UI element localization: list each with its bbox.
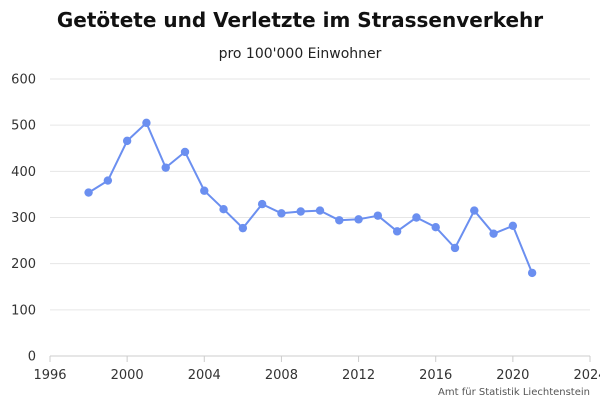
- series-layer: [84, 118, 537, 278]
- data-point-2016: [431, 222, 440, 232]
- data-point-2000: [122, 136, 132, 146]
- y-tick-label: 300: [11, 211, 36, 226]
- data-point-1999: [103, 176, 113, 185]
- data-point-2002: [161, 163, 170, 172]
- x-tick-label: 2020: [496, 368, 529, 383]
- data-point-2011: [335, 216, 344, 225]
- x-tick-label: 2000: [111, 368, 144, 383]
- data-point-2012: [354, 215, 363, 224]
- data-point-2013: [373, 211, 383, 220]
- data-point-2017: [450, 243, 460, 253]
- data-point-2004: [200, 186, 209, 195]
- x-axis-ticks: 1996 2000 2004 2008 2012 2016 2020 2024: [33, 356, 600, 383]
- data-point-2008: [277, 209, 286, 218]
- data-point-2021: [527, 268, 537, 278]
- data-point-2014: [392, 227, 402, 236]
- data-point-2005: [219, 204, 228, 214]
- data-point-2007: [257, 199, 267, 209]
- data-point-2020: [508, 221, 518, 231]
- x-tick-label: 2012: [342, 368, 375, 383]
- y-tick-label: 600: [11, 73, 36, 88]
- data-point-2019: [489, 229, 498, 238]
- source-note: Amt für Statistik Liechtenstein: [438, 387, 590, 398]
- chart-title: Getötete und Verletzte im Strassenverkeh…: [57, 8, 543, 32]
- data-point-1998: [84, 188, 93, 197]
- x-tick-label: 2024: [573, 368, 600, 383]
- y-tick-label: 0: [28, 350, 36, 365]
- data-point-2006: [238, 223, 248, 233]
- data-point-2010: [315, 206, 325, 215]
- x-tick-label: 2016: [419, 368, 452, 383]
- x-tick-label: 1996: [33, 368, 66, 383]
- data-point-2018: [470, 206, 479, 215]
- data-point-2015: [412, 213, 421, 222]
- gridlines: [50, 78, 590, 357]
- y-tick-label: 200: [11, 257, 36, 272]
- data-point-2009: [296, 207, 305, 216]
- y-tick-label: 400: [11, 165, 36, 180]
- chart-subtitle: pro 100'000 Einwohner: [219, 46, 382, 62]
- y-tick-label: 500: [11, 119, 36, 134]
- data-point-2003: [180, 147, 190, 157]
- y-axis-ticks: 0 100 200 300 400 500 600: [11, 73, 36, 365]
- series-line: [88, 121, 534, 274]
- data-point-2001: [142, 118, 151, 128]
- x-tick-label: 2004: [188, 368, 221, 383]
- y-tick-label: 100: [11, 303, 36, 318]
- x-tick-label: 2008: [265, 368, 298, 383]
